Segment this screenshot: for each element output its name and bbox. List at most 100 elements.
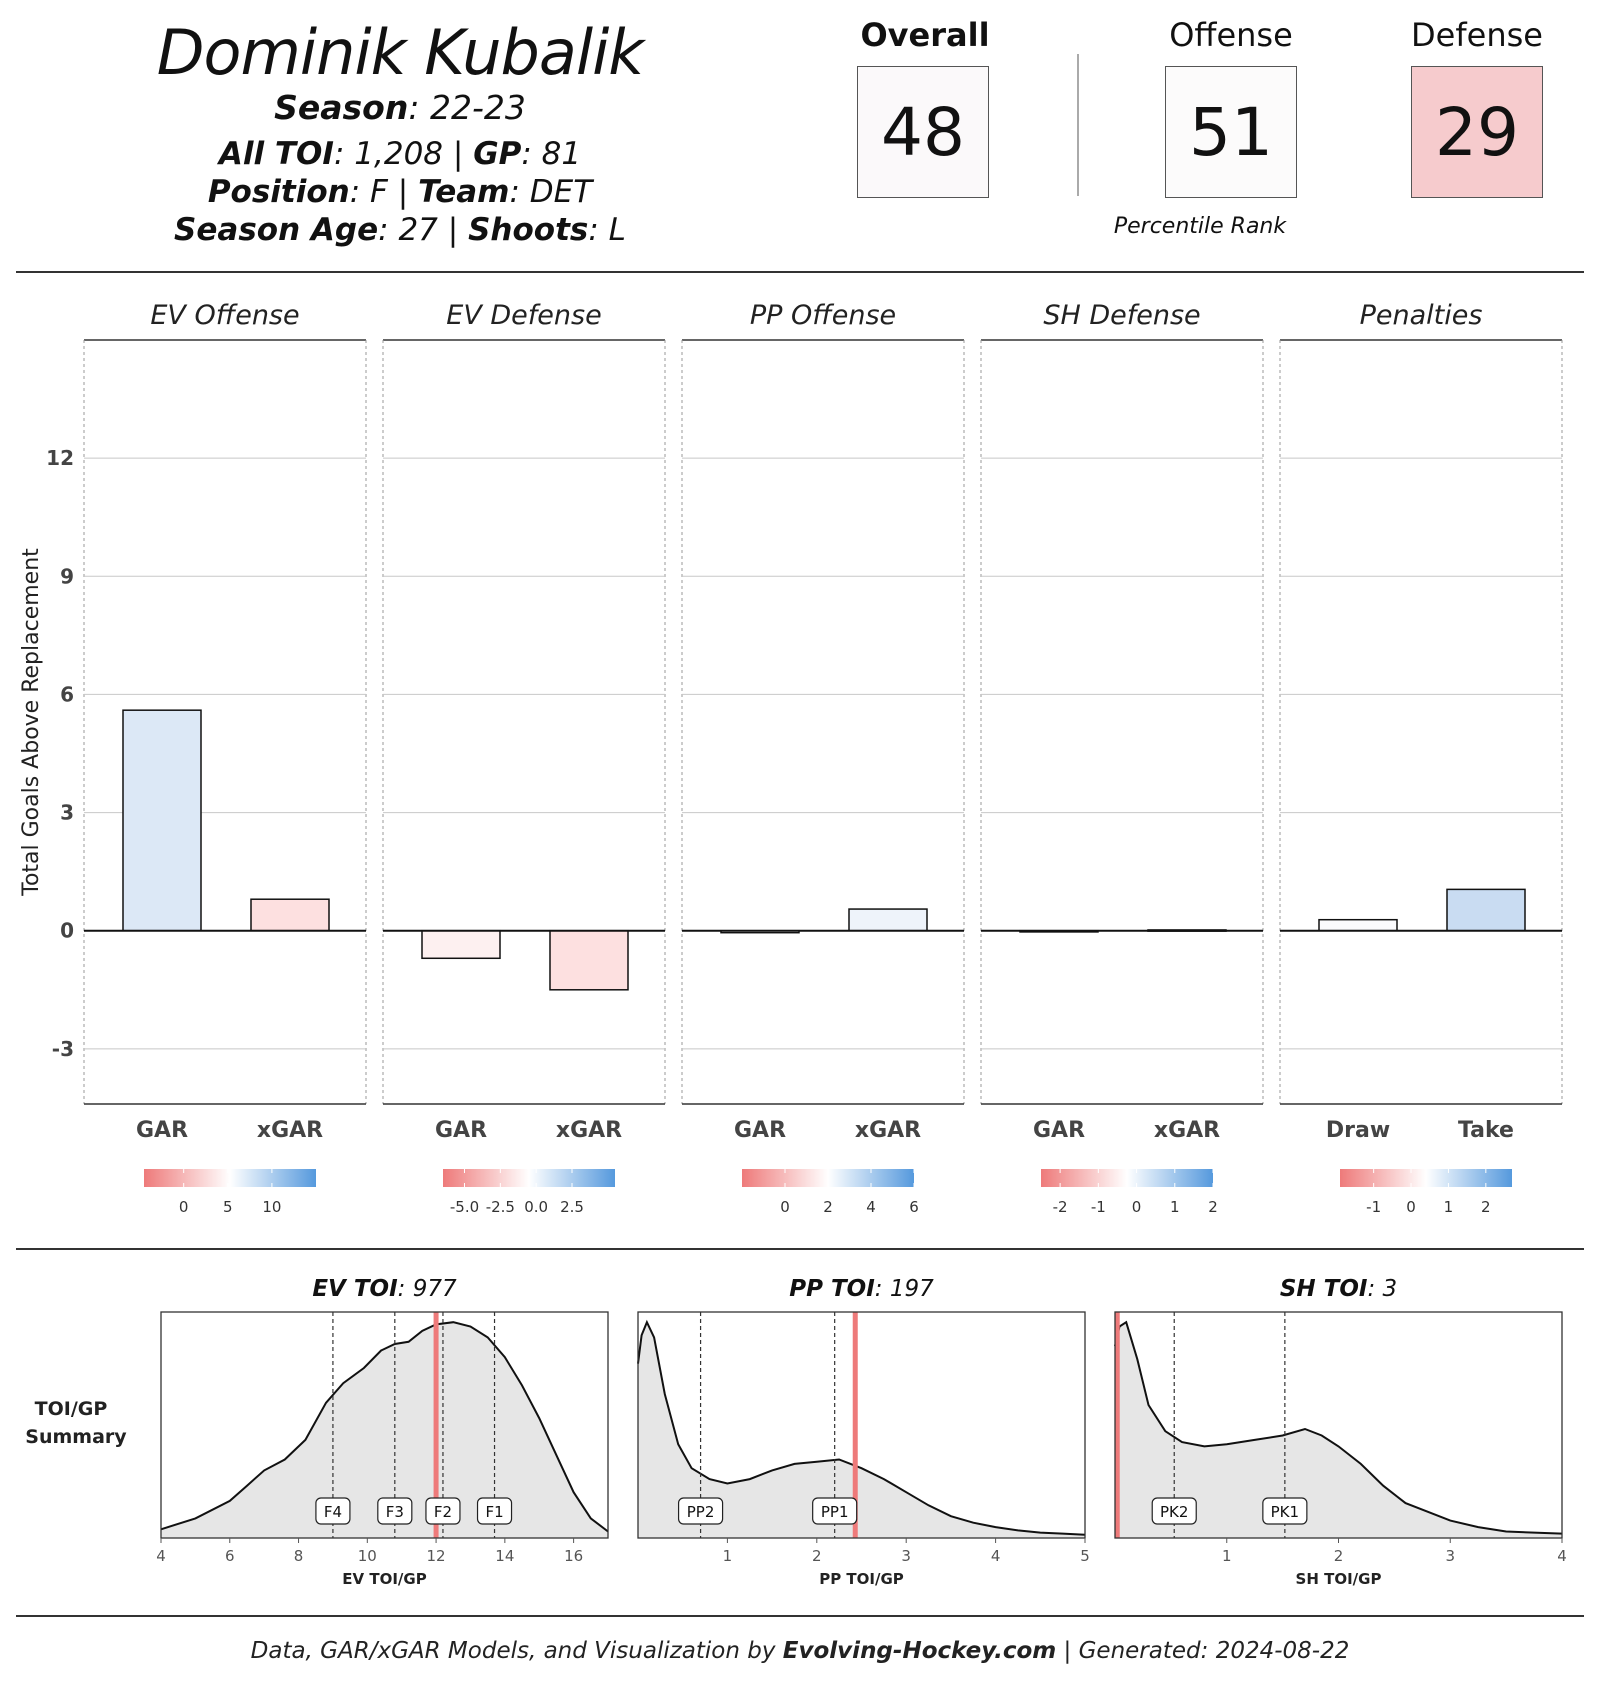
toi-panel-frame	[160, 1311, 609, 1539]
toi-label: All TOI	[218, 136, 334, 172]
marker-label: F4	[324, 1503, 342, 1521]
age-line: Season Age: 27 | Shoots: L	[174, 212, 626, 248]
x-tick-label: GAR	[435, 1118, 487, 1143]
marker-label-box	[476, 1497, 513, 1525]
age-value: 27	[398, 212, 438, 248]
defense-value: 29	[1435, 93, 1519, 171]
x-axis-title: SH TOI/GP	[1296, 1570, 1382, 1588]
footer-brand[interactable]: Evolving-Hockey.com	[782, 1638, 1057, 1664]
colorbar-tick-label: -1	[1366, 1198, 1381, 1216]
density-line	[160, 1321, 609, 1533]
marker-label: PK1	[1271, 1503, 1299, 1521]
gp-label: GP	[473, 136, 522, 172]
colorbar-tick-label: 10	[262, 1198, 281, 1216]
season-value: 22-23	[429, 88, 526, 127]
y-tick-label: -3	[52, 1037, 74, 1061]
footer-prefix: Data, GAR/xGAR Models, and Visualization…	[250, 1638, 776, 1664]
colorbar	[443, 1169, 615, 1187]
panel-penalties: Penalties Draw Take -1 0 1 2	[1279, 300, 1563, 1216]
marker-label-box	[812, 1497, 858, 1525]
toi-panel-title: PP TOI: 197	[789, 1276, 934, 1302]
footer-generated: Generated: 2024-08-22	[1078, 1638, 1350, 1664]
colorbar-tick-label: -5.0	[450, 1198, 479, 1216]
season-label: Season	[274, 88, 409, 127]
toi-panel-frame	[637, 1311, 1086, 1539]
density-area	[638, 1322, 1085, 1538]
x-tick-label: GAR	[734, 1118, 786, 1143]
y-tick-label: 9	[60, 564, 74, 588]
marker-label: PK2	[1160, 1503, 1188, 1521]
team-label: Team	[418, 174, 510, 210]
colorbar-tick-label: 2	[1481, 1198, 1491, 1216]
defense-label: Defense	[1411, 16, 1543, 54]
footer-separator: |	[1063, 1638, 1072, 1664]
position-value: F	[370, 174, 388, 210]
toi-value: 1,208	[354, 136, 444, 172]
panel-ev-defense: EV Defense GAR xGAR -5.0 -2.5 0.0 2.5	[382, 300, 666, 1216]
colorbar-tick-label: 2	[1208, 1198, 1218, 1216]
bar-draw	[1318, 918, 1398, 932]
toi-panel-pp-toi: PP TOI: 197 PP2 PP1 1 2 3 4 5 PP TOI/GP	[637, 1276, 1090, 1588]
colorbar	[1340, 1169, 1512, 1187]
colorbar	[1041, 1169, 1213, 1187]
colorbar-tick-label: 4	[866, 1198, 876, 1216]
colorbar	[742, 1169, 914, 1187]
y-axis-title: Total Goals Above Replacement	[19, 548, 44, 897]
season-line: Season: 22-23	[274, 88, 526, 127]
bar-xgar	[250, 898, 330, 932]
colorbar-tick-label: -2	[1053, 1198, 1068, 1216]
marker-label-box	[425, 1497, 461, 1525]
offense-percentile-box: 51	[1165, 66, 1297, 198]
x-tick-label: 1	[723, 1547, 733, 1565]
x-tick-label: 4	[991, 1547, 1001, 1565]
bar-gar	[122, 709, 202, 932]
x-tick-label: 16	[564, 1547, 583, 1565]
footer: Data, GAR/xGAR Models, and Visualization…	[0, 1638, 1600, 1664]
toi-panel-title: EV TOI: 977	[312, 1276, 457, 1302]
shoots-value: L	[608, 212, 626, 248]
bar-xgar	[848, 908, 928, 932]
separator: |	[447, 212, 459, 248]
panel-sh-defense: SH Defense GAR xGAR -2 -1 0 1 2	[980, 300, 1264, 1216]
x-tick-label: 5	[1080, 1547, 1090, 1565]
marker-label-box	[315, 1497, 351, 1525]
overall-value: 48	[881, 93, 965, 171]
overall-label: Overall	[860, 16, 990, 54]
marker-label-box	[1262, 1497, 1308, 1525]
x-tick-label: xGAR	[1154, 1118, 1220, 1143]
colorbar-tick-label: 0.0	[524, 1198, 548, 1216]
x-tick-label: Take	[1458, 1118, 1514, 1143]
marker-label: F3	[386, 1503, 404, 1521]
marker-label: PP1	[821, 1503, 849, 1521]
offense-value: 51	[1189, 93, 1273, 171]
colorbar-tick-label: 2.5	[560, 1198, 584, 1216]
middle-divider	[16, 1248, 1584, 1250]
y-tick-label: 12	[46, 446, 74, 470]
x-tick-label: 2	[1334, 1547, 1344, 1565]
footer-divider	[16, 1615, 1584, 1617]
marker-label: PP2	[687, 1503, 715, 1521]
row-label-line2: Summary	[25, 1426, 127, 1448]
percentile-caption: Percentile Rank	[1113, 214, 1287, 239]
y-tick-label: 3	[60, 801, 74, 825]
colorbar-tick-label: 0	[1132, 1198, 1142, 1216]
colorbar-tick-label: 1	[1170, 1198, 1180, 1216]
toi-panel-title: SH TOI: 3	[1280, 1276, 1397, 1302]
gar-chart: Total Goals Above Replacement-3036912EV …	[19, 300, 1563, 1216]
colorbar-tick-label: 0	[780, 1198, 790, 1216]
y-tick-label: 0	[60, 919, 74, 943]
x-tick-label: 3	[901, 1547, 911, 1565]
density-line	[637, 1319, 1086, 1536]
x-axis-title: PP TOI/GP	[819, 1570, 904, 1588]
position-label: Position	[207, 174, 350, 210]
separator: |	[452, 136, 464, 172]
shoots-label: Shoots	[468, 212, 589, 248]
x-tick-label: Draw	[1326, 1118, 1390, 1143]
percentile-divider	[1077, 54, 1079, 196]
panel-title: EV Defense	[446, 300, 601, 331]
x-axis-title: EV TOI/GP	[342, 1570, 426, 1588]
panel-title: SH Defense	[1043, 300, 1200, 331]
x-tick-label: 3	[1445, 1547, 1455, 1565]
toi-line: All TOI: 1,208 | GP: 81	[218, 136, 582, 172]
